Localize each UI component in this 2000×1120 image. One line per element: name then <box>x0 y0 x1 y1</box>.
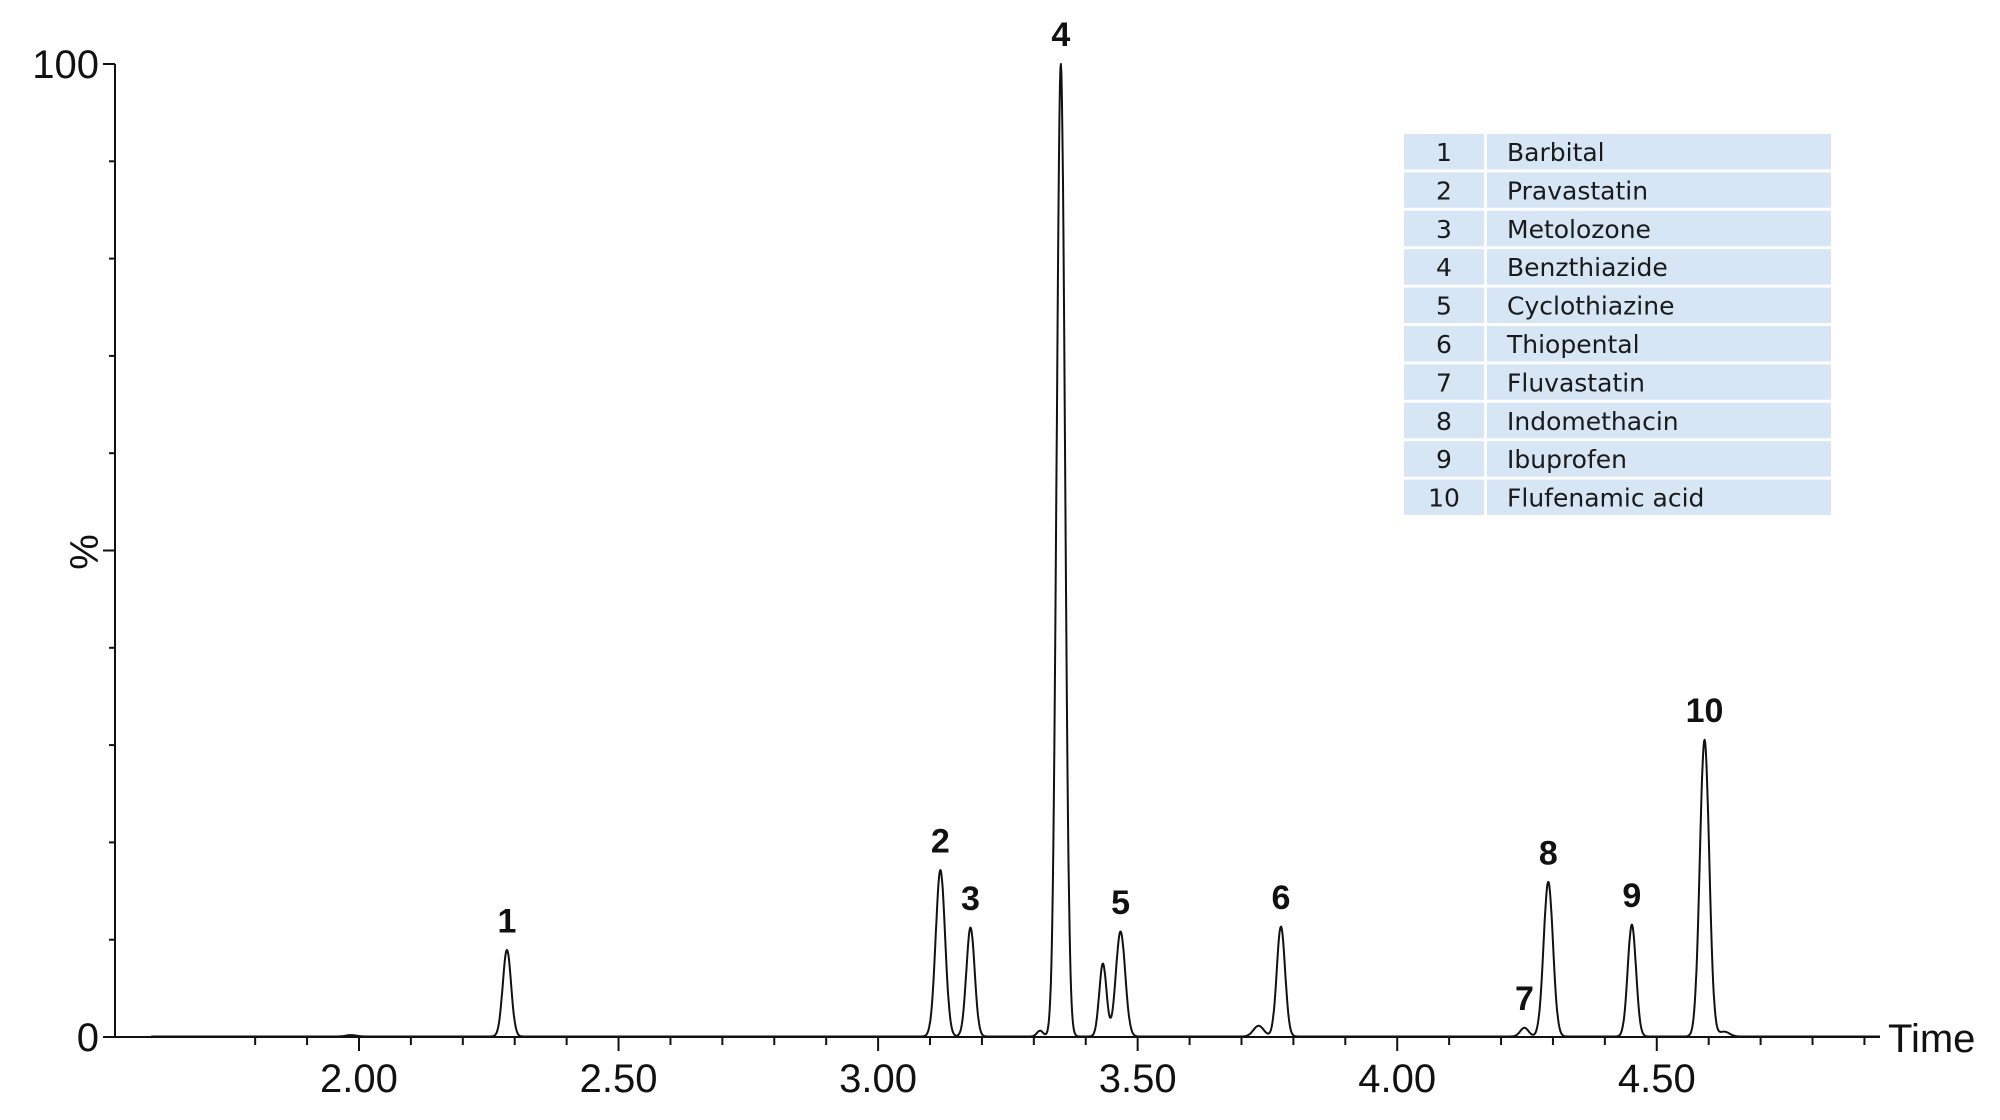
legend-number-cell <box>1404 326 1484 362</box>
peak-label: 8 <box>1539 834 1558 872</box>
legend-name-cell <box>1487 479 1831 515</box>
legend-name-cell <box>1487 326 1831 362</box>
legend-compound-name: Indomethacin <box>1507 407 1679 436</box>
legend-name-cell <box>1487 287 1831 323</box>
y-tick-label: 100 <box>32 43 99 87</box>
y-ticks: 0 100 <box>32 43 115 1060</box>
peak-label: 5 <box>1111 884 1130 922</box>
legend-number-cell <box>1404 172 1484 208</box>
legend-compound-name: Thiopental <box>1506 330 1640 359</box>
chromatogram-trace <box>150 63 1881 1038</box>
legend-number-cell <box>1404 134 1484 170</box>
peak-label: 4 <box>1051 16 1070 54</box>
peak-label: 3 <box>961 880 980 918</box>
legend-number: 4 <box>1436 253 1452 282</box>
legend-number: 6 <box>1436 330 1452 359</box>
peak-label: 2 <box>931 823 950 861</box>
peak-label: 9 <box>1622 877 1641 915</box>
legend-compound-name: Barbital <box>1507 138 1605 167</box>
legend-number: 2 <box>1436 176 1452 205</box>
peak-label: 10 <box>1686 692 1724 730</box>
peak-label: 7 <box>1515 980 1534 1018</box>
legend-number-cell <box>1404 441 1484 477</box>
legend-number: 3 <box>1436 215 1452 244</box>
peak-label: 1 <box>497 902 516 940</box>
legend-compound-name: Flufenamic acid <box>1507 484 1704 513</box>
x-tick-label: 2.50 <box>580 1057 658 1101</box>
legend-number: 7 <box>1436 368 1452 397</box>
legend-compound-name: Fluvastatin <box>1507 368 1645 397</box>
legend-compound-name: Benzthiazide <box>1507 253 1668 282</box>
peak-label: 6 <box>1271 879 1290 917</box>
legend-number-cell <box>1404 287 1484 323</box>
y-tick-label: 0 <box>77 1016 99 1060</box>
legend-name-cell <box>1487 249 1831 285</box>
x-ticks: 2.00 2.50 3.00 3.50 4.00 4.50 <box>254 1037 1866 1101</box>
x-tick-label: 3.50 <box>1099 1057 1177 1101</box>
legend-number-cell <box>1404 479 1484 515</box>
legend-number: 9 <box>1436 445 1452 474</box>
legend-number: 5 <box>1436 292 1452 321</box>
legend-name-cell <box>1487 402 1831 439</box>
x-tick-label: 3.00 <box>839 1057 917 1101</box>
legend-number-cell <box>1404 210 1484 247</box>
x-tick-label: 4.50 <box>1618 1057 1696 1101</box>
legend-table: 1 Barbital 2 Pravastatin 3 Metolozone 4 Benzthi… <box>1404 134 1831 515</box>
x-tick-label: 2.00 <box>320 1057 398 1101</box>
y-axis-title: % <box>63 534 107 570</box>
legend-name-cell <box>1487 364 1831 400</box>
axes: 2.00 2.50 3.00 3.50 4.00 4.50 0 100 Time % <box>32 43 1975 1101</box>
legend-number-cell <box>1404 402 1484 439</box>
legend-number: 1 <box>1436 138 1452 167</box>
legend-number-cell <box>1404 249 1484 285</box>
x-axis-title: Time <box>1888 1017 1975 1061</box>
legend-compound-name: Cyclothiazine <box>1507 292 1674 321</box>
legend-name-cell <box>1487 210 1831 247</box>
legend-number: 10 <box>1428 484 1460 513</box>
legend-name-cell <box>1487 134 1831 170</box>
legend-compound-name: Ibuprofen <box>1507 445 1627 474</box>
legend-number: 8 <box>1436 407 1452 436</box>
x-tick-label: 4.00 <box>1358 1057 1436 1101</box>
legend-name-cell <box>1487 441 1831 477</box>
legend-compound-name: Metolozone <box>1507 215 1651 244</box>
legend-name-cell <box>1487 172 1831 208</box>
legend-compound-name: Pravastatin <box>1507 176 1648 205</box>
legend-number-cell <box>1404 364 1484 400</box>
